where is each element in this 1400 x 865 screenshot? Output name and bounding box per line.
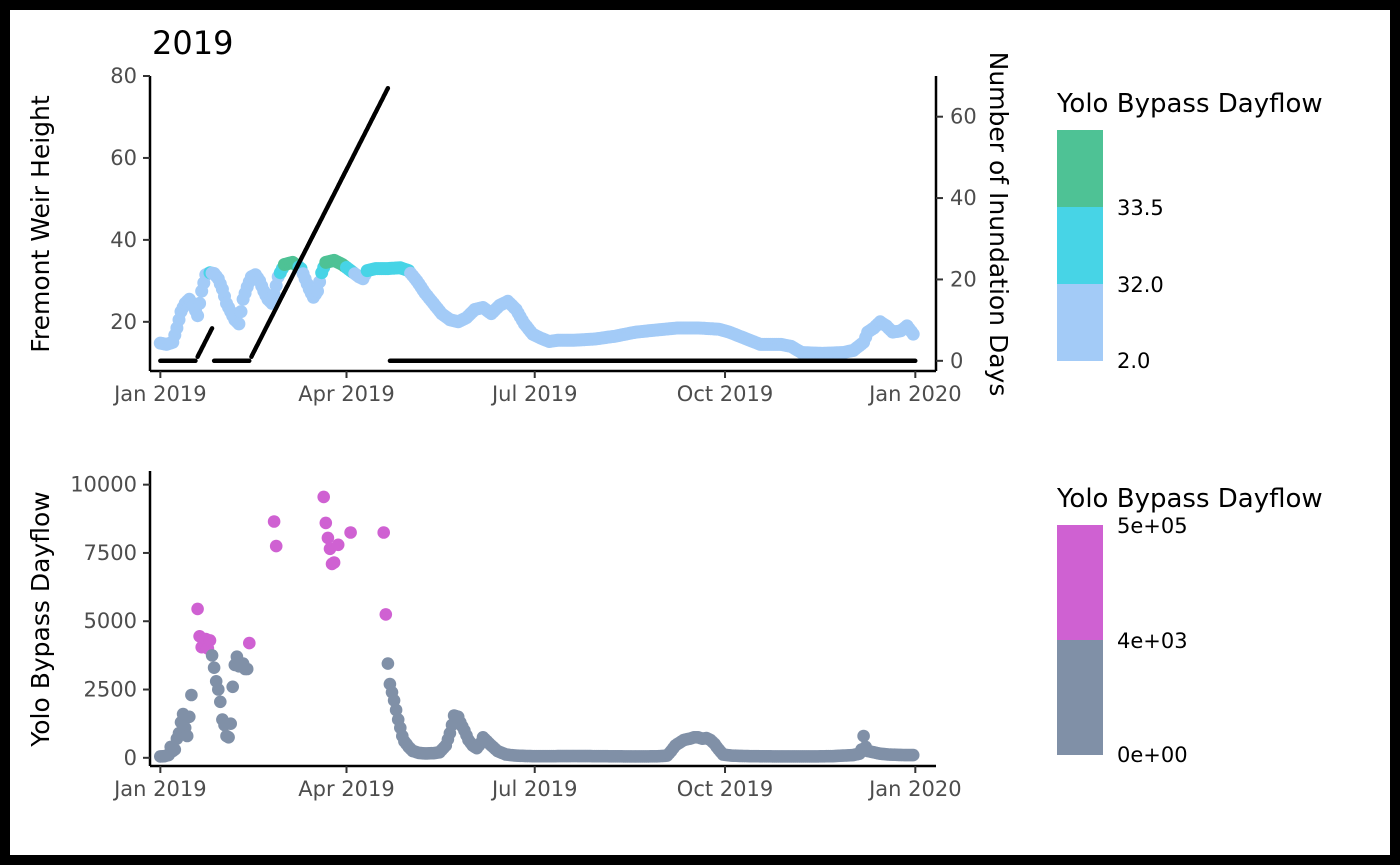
top-marks-weir [153,253,920,360]
dayflow-point [377,526,391,539]
bottom-y-tick-label: 10000 [70,473,137,497]
top-panel: 2019 20 40 60 80 0 20 40 60 Jan 2019 Apr 2019 Ju… [26,24,1323,406]
dayflow-point [222,731,235,744]
bottom-x-tick-label: Oct 2019 [677,777,773,801]
bottom-x-tick-label: Jul 2019 [490,777,577,801]
top-legend-swatch-mid [1057,207,1103,284]
dayflow-point [180,729,194,743]
top-y2-tick-label: 40 [950,186,977,210]
inundation-days-point [385,86,391,91]
weir-height-point [234,305,248,319]
dayflow-point [224,717,237,730]
top-y-ticks: 20 40 60 80 [110,64,150,334]
dayflow-point [327,556,341,569]
bottom-legend: Yolo Bypass Dayflow 5e+05 4e+03 0e+00 [1056,484,1323,767]
bottom-y-axis-title: Yolo Bypass Dayflow [26,491,55,747]
top-y-tick-label: 40 [110,228,137,252]
dayflow-point [851,747,864,761]
dayflow-point [441,733,455,746]
bottom-legend-swatch-high [1057,525,1103,640]
dayflow-point [381,657,395,670]
top-legend-swatch-low [1057,284,1103,361]
dayflow-point [214,695,227,709]
bottom-legend-title: Yolo Bypass Dayflow [1056,484,1323,514]
dayflow-point [234,658,248,672]
bottom-marks-flow [154,490,920,763]
dayflow-point [185,688,198,702]
top-y-tick-label: 60 [110,146,137,170]
top-legend-swatch-high [1057,130,1103,207]
dayflow-point [857,729,870,743]
dayflow-point [207,661,221,674]
dayflow-point [243,636,256,650]
dayflow-point [389,703,403,717]
top-x-tick-label: Jan 2020 [867,382,962,406]
dayflow-point [387,694,401,707]
top-y2-tick-label: 0 [950,349,963,373]
dayflow-point [321,531,335,545]
top-y2-ticks: 0 20 40 60 [936,105,977,373]
bottom-legend-swatch-low [1057,640,1103,755]
top-legend-title: Yolo Bypass Dayflow [1056,89,1323,119]
dayflow-point [267,515,281,528]
dayflow-point [183,710,196,724]
dayflow-point [269,539,283,553]
top-y-axis-title: Fremont Weir Height [26,95,55,353]
dayflow-point [160,749,173,762]
dayflow-point [344,526,357,539]
top-y2-tick-label: 20 [950,267,977,291]
bottom-y-tick-label: 2500 [84,678,137,702]
weir-height-point [232,317,246,331]
dayflow-point [203,634,217,647]
bottom-x-tick-label: Jan 2019 [112,777,207,801]
top-legend-label-high: 33.5 [1117,196,1164,220]
weir-height-point [906,327,920,341]
bottom-y-tick-label: 7500 [84,541,137,565]
dayflow-point [904,748,918,762]
bottom-panel: 0 2500 5000 7500 10000 Jan 2019 Apr 2019 Jul 2… [26,471,1323,801]
dayflow-point [379,608,393,621]
top-y2-axis-title: Number of Inundation Days [984,52,1013,397]
dayflow-point [191,602,204,616]
plot-background [10,10,1390,855]
inundation-days-point [247,358,252,363]
dayflow-point [449,709,463,723]
inundation-days-point [913,358,918,363]
bottom-x-ticks: Jan 2019 Apr 2019 Jul 2019 Oct 2019 Jan 2020 [112,766,962,801]
dayflow-point [205,649,219,662]
dayflow-point [331,538,345,552]
top-y-tick-label: 80 [110,64,137,88]
inundation-days-point [209,326,215,331]
dayflow-point [212,683,225,696]
chart-title: 2019 [152,24,233,62]
weir-height-point [193,296,207,310]
bottom-legend-label-low: 0e+00 [1117,743,1188,767]
top-x-tick-label: Jan 2019 [112,382,207,406]
inundation-days-point [193,358,198,363]
weir-height-point [191,309,205,323]
dayflow-point [226,680,239,694]
top-x-tick-label: Jul 2019 [490,382,577,406]
bottom-legend-label-top: 5e+05 [1117,514,1188,538]
bottom-y-tick-label: 0 [124,746,137,770]
dayflow-point [319,516,333,530]
bottom-x-tick-label: Jan 2020 [867,777,962,801]
top-x-tick-label: Apr 2019 [298,382,394,406]
bottom-x-tick-label: Apr 2019 [298,777,394,801]
bottom-y-ticks: 0 2500 5000 7500 10000 [70,473,150,770]
bottom-y-tick-label: 5000 [84,609,137,633]
top-legend-label-mid: 32.0 [1117,273,1164,297]
bottom-legend-label-mid: 4e+03 [1117,629,1188,653]
top-y-tick-label: 20 [110,310,137,334]
top-legend: Yolo Bypass Dayflow 33.5 32.0 2.0 [1056,89,1323,373]
top-marks-inundation [158,86,918,363]
top-y2-tick-label: 60 [950,105,977,129]
top-legend-label-low: 2.0 [1117,349,1150,373]
top-x-tick-label: Oct 2019 [677,382,773,406]
top-x-ticks: Jan 2019 Apr 2019 Jul 2019 Oct 2019 Jan 2020 [112,371,962,406]
dayflow-point [317,490,331,504]
